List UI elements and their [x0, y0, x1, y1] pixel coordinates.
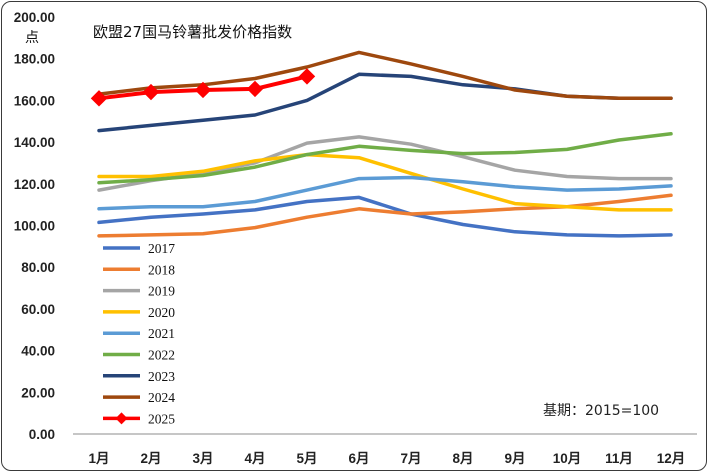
- data-point-2025: [246, 80, 264, 98]
- series-line-2020: [97, 152, 673, 212]
- y-tick-label: 40.00: [21, 344, 55, 359]
- legend-label: 2024: [148, 390, 175, 405]
- series-line-2021: [97, 175, 673, 211]
- x-tick-label: 6月: [348, 451, 369, 466]
- legend-label: 2018: [148, 262, 175, 277]
- y-tick-label: 180.00: [14, 52, 55, 67]
- legend-marker-2025: [115, 412, 128, 425]
- y-tick-label: 80.00: [21, 260, 55, 275]
- chart-title: 欧盟27国马铃薯批发价格指数: [93, 23, 292, 41]
- series-line-2017: [97, 195, 673, 238]
- legend-label: 2019: [148, 284, 175, 299]
- series-line-2023: [97, 72, 673, 133]
- x-tick-label: 9月: [504, 451, 525, 466]
- x-tick-label: 8月: [452, 451, 473, 466]
- y-tick-label: 20.00: [21, 385, 55, 400]
- y-tick-label: 200.00: [14, 10, 55, 25]
- y-tick-label: 120.00: [14, 177, 55, 192]
- x-tick-label: 4月: [244, 451, 265, 466]
- series-group: [90, 50, 673, 238]
- x-tick-label: 1月: [88, 451, 109, 466]
- legend-label: 2020: [148, 305, 175, 320]
- series-line-2022: [97, 132, 673, 185]
- legend-label: 2025: [148, 411, 175, 426]
- data-point-2025: [194, 81, 212, 99]
- x-tick-label: 2月: [140, 451, 161, 466]
- y-tick-label: 0.00: [29, 427, 55, 442]
- x-axis-ticks: 1月 2月 3月 4月 5月 6月 7月 8月 9月 10月 11月 12月: [88, 451, 685, 466]
- y-axis-ticks: 0.00 20.00 40.00 60.00 80.00 100.00 120.00 140.…: [14, 10, 55, 442]
- y-tick-label: 100.00: [14, 219, 55, 234]
- x-tick-label: 10月: [553, 451, 582, 466]
- data-point-2025: [90, 90, 108, 107]
- y-axis-label: 点: [25, 30, 39, 46]
- x-tick-label: 7月: [400, 451, 421, 466]
- y-tick-label: 160.00: [14, 93, 55, 108]
- y-tick-label: 140.00: [14, 135, 55, 150]
- legend-label: 2021: [148, 326, 175, 341]
- legend-label: 2023: [148, 369, 175, 384]
- legend-label: 2022: [148, 348, 175, 363]
- x-tick-label: 3月: [192, 451, 213, 466]
- x-tick-label: 5月: [296, 451, 317, 466]
- base-period-note: 基期：2015=100: [543, 402, 659, 419]
- x-tick-label: 11月: [605, 451, 633, 466]
- data-point-2025: [142, 83, 160, 101]
- y-tick-label: 60.00: [21, 302, 55, 317]
- data-point-2025: [298, 68, 316, 85]
- legend-label: 2017: [148, 241, 175, 256]
- series-line-2024: [97, 50, 673, 101]
- x-tick-label: 12月: [657, 451, 686, 466]
- legend: 2017 2018 2019 2020 2021 2022 2023 2024 2025: [103, 241, 175, 426]
